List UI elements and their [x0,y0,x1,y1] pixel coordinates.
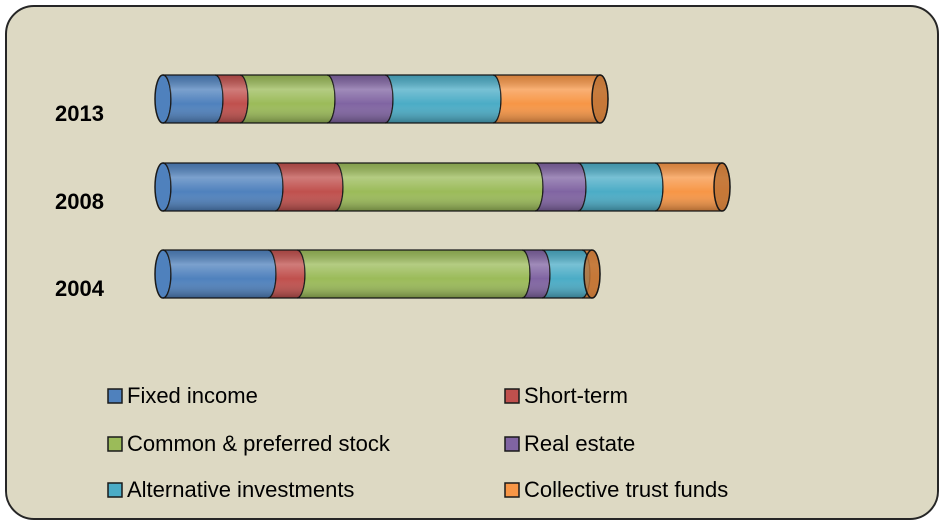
legend-swatch [107,482,123,498]
legend-swatch [107,388,123,404]
bar-segment [334,162,544,212]
bar-segment [534,162,587,212]
legend-swatch [504,436,520,452]
legend-swatch [504,388,520,404]
bar-segment [326,74,394,124]
bar-segment [162,249,277,299]
cylinder-end [591,74,609,124]
cylinder-end-shade [592,75,608,123]
legend-swatch [107,436,123,452]
cylinder-end [583,249,601,299]
category-label: 2013 [55,101,104,126]
bar-segment [274,162,344,212]
bar-segment [492,74,609,124]
bar-segment [577,162,664,212]
bar-segment [239,74,336,124]
cylinder-end-shade [584,250,600,298]
bar-segment [162,162,284,212]
legend-label: Real estate [524,431,635,456]
legend-label: Collective trust funds [524,477,728,502]
legend-label: Short-term [524,383,628,408]
cylinder-end-shade [714,163,730,211]
legend-label: Fixed income [127,383,258,408]
legend-label: Alternative investments [127,477,354,502]
bar-segment [162,74,224,124]
category-label: 2008 [55,189,104,214]
cylinder-end [713,162,731,212]
legend-swatch [504,482,520,498]
category-label: 2004 [55,276,105,301]
bar-segment [296,249,531,299]
legend-label: Common & preferred stock [127,431,391,456]
bar-segment [384,74,502,124]
